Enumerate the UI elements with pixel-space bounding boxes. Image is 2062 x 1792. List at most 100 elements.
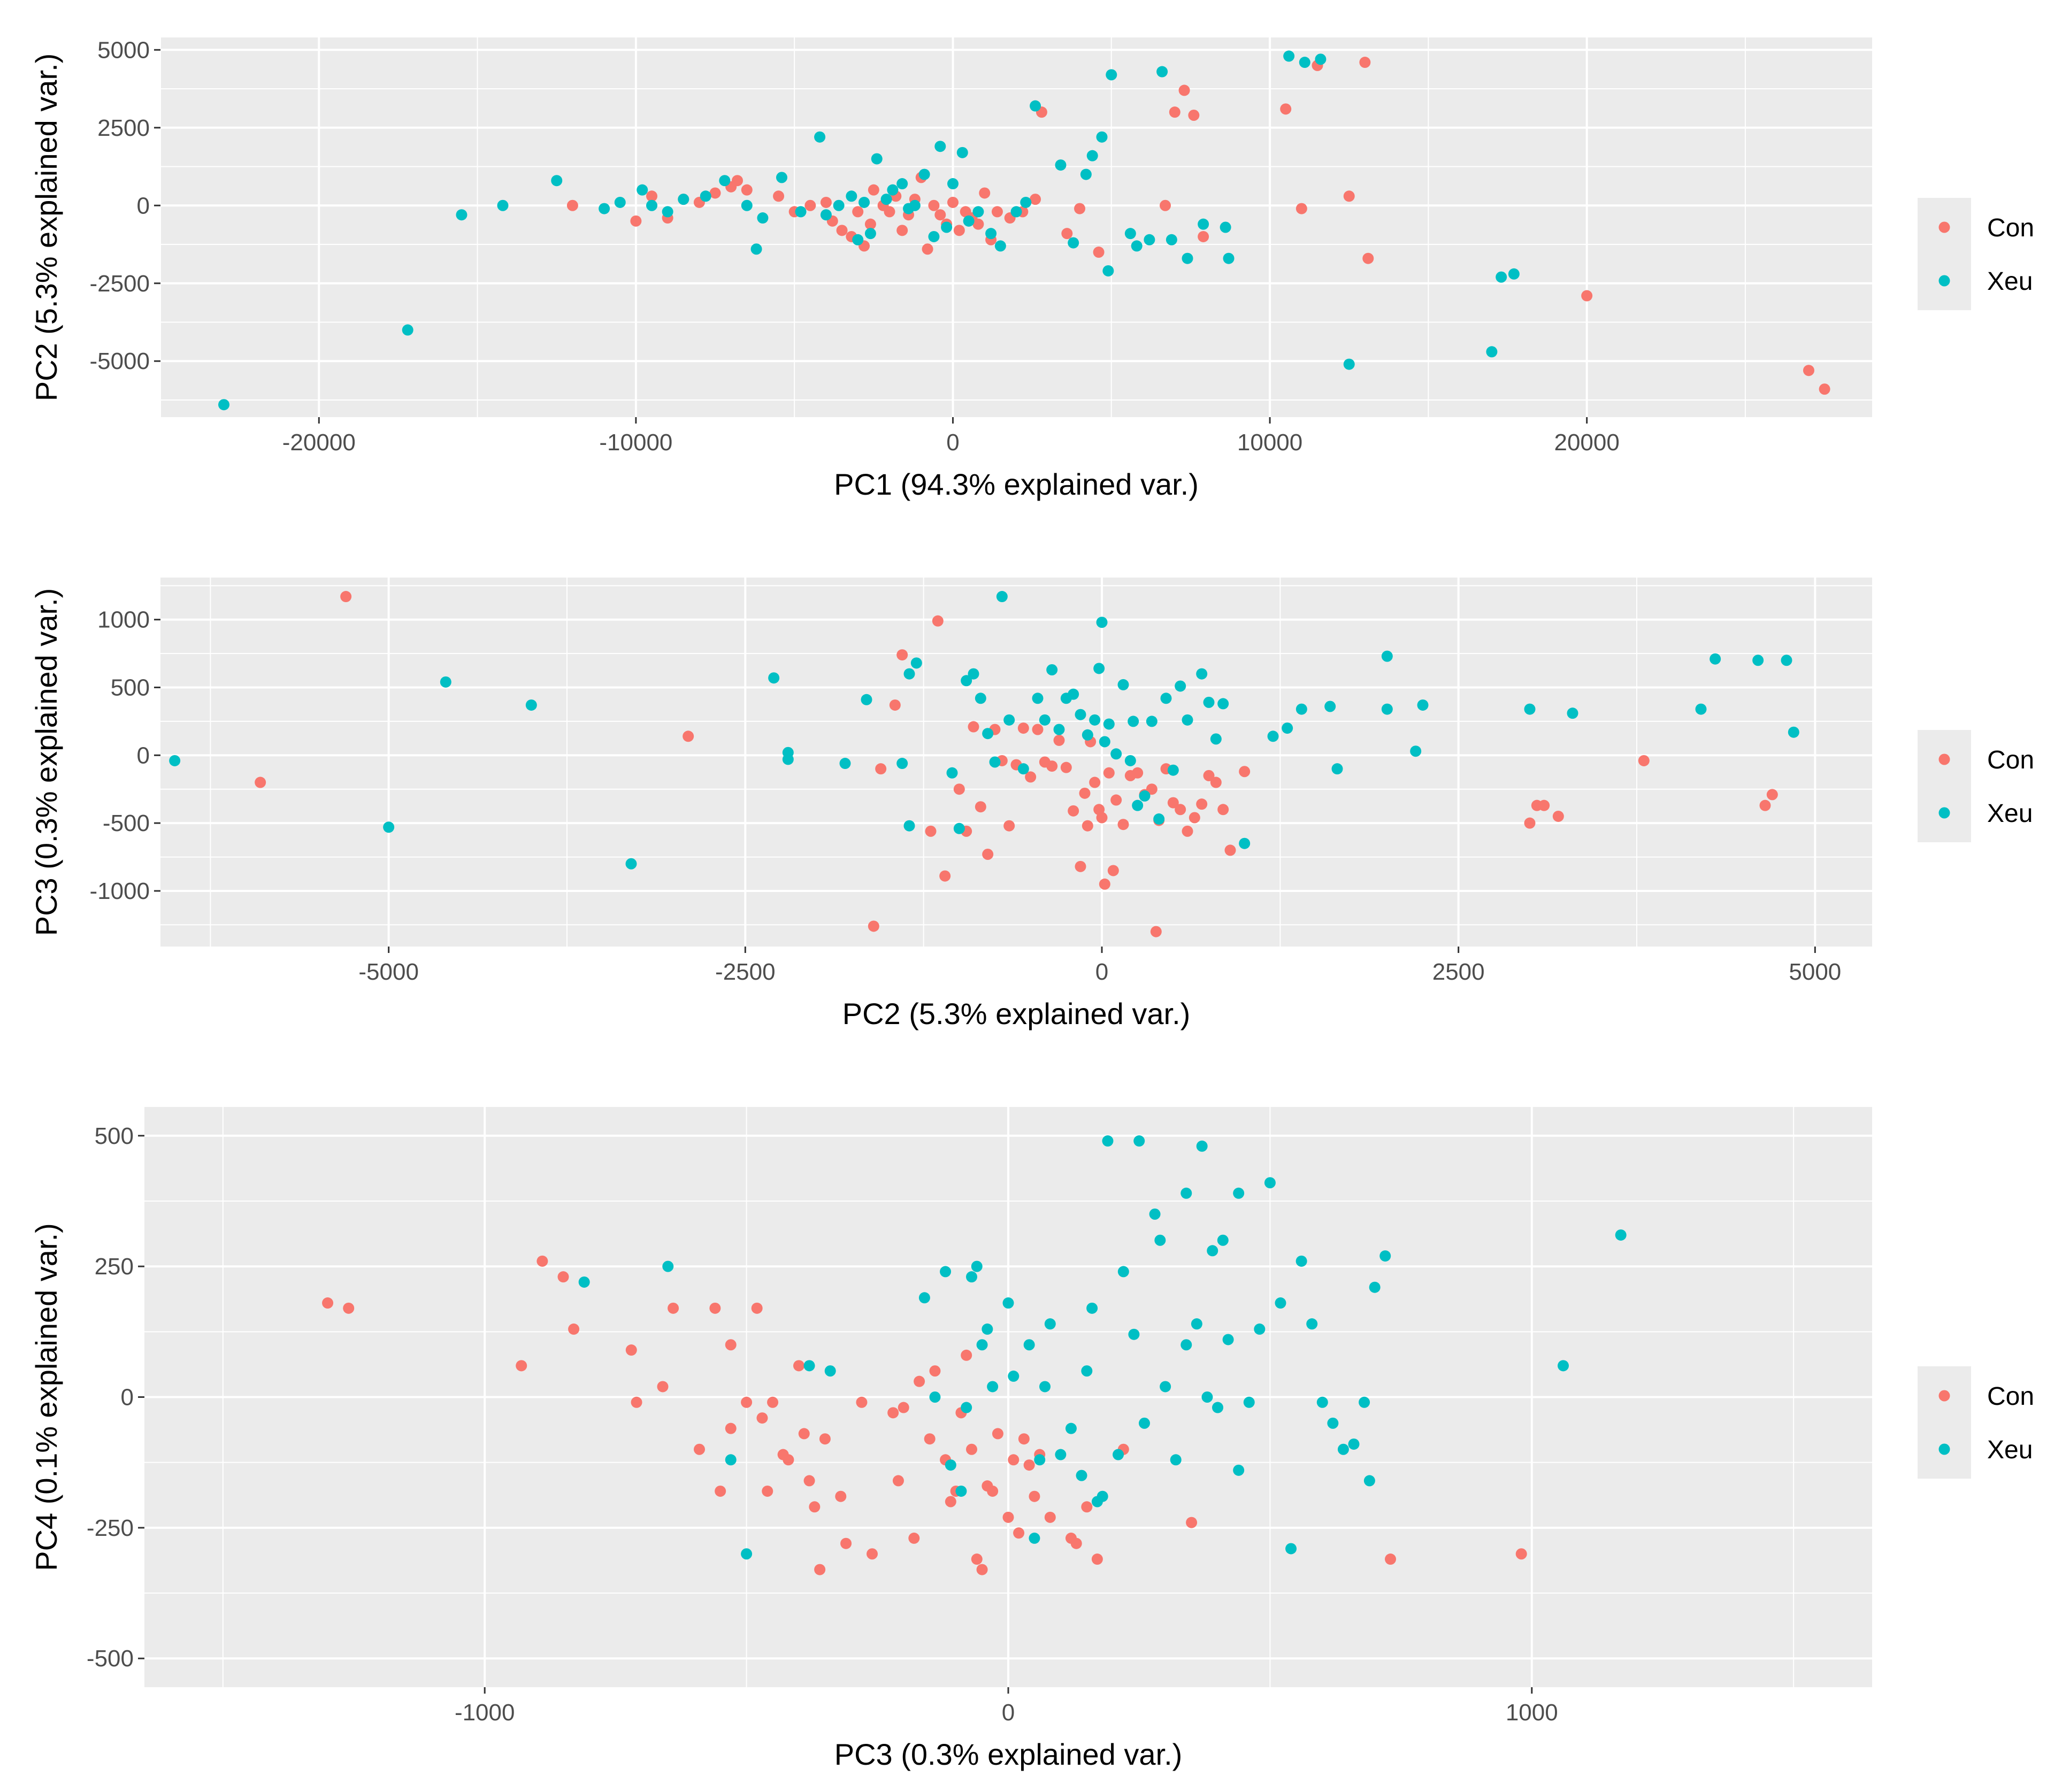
point-xeu bbox=[1752, 655, 1764, 666]
x-tick-label: 20000 bbox=[1554, 429, 1619, 456]
legend-key-con bbox=[1938, 221, 1950, 233]
point-xeu bbox=[1113, 1449, 1124, 1460]
point-xeu bbox=[1239, 837, 1251, 849]
point-con bbox=[924, 1433, 936, 1445]
point-con bbox=[1093, 247, 1105, 258]
point-xeu bbox=[880, 194, 892, 205]
point-xeu bbox=[976, 1339, 988, 1351]
point-xeu bbox=[719, 175, 731, 187]
point-xeu bbox=[750, 243, 762, 255]
point-xeu bbox=[1055, 159, 1067, 171]
point-xeu bbox=[1299, 57, 1310, 68]
point-xeu bbox=[1153, 813, 1165, 825]
point-con bbox=[1524, 817, 1536, 829]
point-xeu bbox=[497, 199, 509, 211]
point-con bbox=[1079, 787, 1091, 799]
point-con bbox=[1210, 776, 1222, 788]
point-xeu bbox=[994, 240, 1006, 252]
point-xeu bbox=[1170, 1454, 1182, 1466]
point-xeu bbox=[1080, 168, 1092, 180]
point-con bbox=[566, 199, 578, 211]
legend-key-background bbox=[1918, 1366, 1971, 1479]
point-xeu bbox=[1106, 69, 1117, 81]
point-con bbox=[1538, 799, 1550, 811]
y-axis-title: PC3 (0.3% explained var.) bbox=[29, 588, 63, 936]
y-tick-label: 500 bbox=[111, 674, 150, 701]
point-xeu bbox=[1486, 346, 1498, 358]
point-con bbox=[945, 1496, 956, 1508]
x-axis-title: PC1 (94.3% explained var.) bbox=[834, 467, 1199, 501]
x-tick-label: -5000 bbox=[358, 959, 419, 985]
point-con bbox=[1044, 1511, 1056, 1523]
point-con bbox=[1110, 794, 1122, 806]
point-xeu bbox=[1201, 1391, 1213, 1403]
point-con bbox=[1203, 770, 1215, 781]
point-con bbox=[1053, 734, 1065, 746]
x-tick-label: 10000 bbox=[1237, 429, 1302, 456]
point-con bbox=[732, 175, 743, 187]
legend-label-con: Con bbox=[1987, 214, 2034, 242]
point-xeu bbox=[741, 1548, 753, 1560]
point-xeu bbox=[1788, 726, 1799, 738]
point-con bbox=[630, 215, 642, 227]
point-xeu bbox=[1175, 680, 1186, 692]
point-xeu bbox=[1099, 736, 1110, 748]
point-xeu bbox=[1348, 1438, 1360, 1450]
point-xeu bbox=[402, 324, 413, 336]
point-xeu bbox=[1191, 1318, 1202, 1330]
point-con bbox=[991, 206, 1003, 218]
point-xeu bbox=[1029, 1532, 1040, 1544]
point-xeu bbox=[1381, 650, 1393, 662]
point-con bbox=[751, 1302, 763, 1314]
point-xeu bbox=[725, 1454, 737, 1466]
point-xeu bbox=[1267, 730, 1279, 742]
point-xeu bbox=[662, 206, 673, 218]
point-xeu bbox=[678, 194, 689, 205]
point-con bbox=[1385, 1553, 1397, 1565]
point-xeu bbox=[1220, 221, 1231, 233]
point-con bbox=[1160, 199, 1171, 211]
x-axis-title: PC2 (5.3% explained var.) bbox=[842, 997, 1191, 1030]
point-xeu bbox=[1324, 701, 1336, 712]
point-con bbox=[856, 1396, 868, 1408]
point-con bbox=[1003, 820, 1015, 832]
point-xeu bbox=[551, 175, 563, 187]
point-con bbox=[976, 1564, 988, 1575]
point-xeu bbox=[1131, 240, 1143, 252]
point-xeu bbox=[1068, 237, 1079, 249]
point-con bbox=[1008, 1454, 1019, 1466]
point-xeu bbox=[1417, 699, 1429, 711]
point-xeu bbox=[1379, 1250, 1391, 1262]
point-xeu bbox=[861, 694, 872, 705]
point-con bbox=[1132, 767, 1144, 779]
point-con bbox=[1099, 878, 1110, 890]
x-tick-label: 2500 bbox=[1432, 959, 1485, 985]
x-tick-label: -10000 bbox=[599, 429, 672, 456]
point-con bbox=[1198, 230, 1209, 242]
point-con bbox=[709, 187, 721, 199]
point-con bbox=[1175, 804, 1186, 816]
point-xeu bbox=[1055, 1449, 1067, 1460]
point-xeu bbox=[1034, 1454, 1046, 1466]
y-tick-label: -1000 bbox=[89, 878, 150, 904]
point-xeu bbox=[1254, 1323, 1266, 1335]
point-xeu bbox=[1124, 228, 1136, 240]
y-axis-title: PC2 (5.3% explained var.) bbox=[29, 53, 63, 402]
y-axis-title: PC4 (0.1% explained var.) bbox=[29, 1223, 63, 1571]
point-con bbox=[819, 1433, 831, 1445]
point-con bbox=[762, 1485, 773, 1497]
point-xeu bbox=[1075, 709, 1086, 720]
point-xeu bbox=[1496, 271, 1507, 283]
point-xeu bbox=[982, 728, 994, 740]
point-xeu bbox=[910, 657, 922, 669]
point-xeu bbox=[1275, 1297, 1286, 1309]
point-xeu bbox=[1283, 50, 1295, 62]
point-xeu bbox=[1103, 718, 1115, 730]
legend: Con Xeu bbox=[1918, 1366, 2034, 1479]
point-xeu bbox=[1102, 1135, 1114, 1147]
point-xeu bbox=[918, 1292, 930, 1304]
point-xeu bbox=[1567, 707, 1578, 719]
point-con bbox=[835, 1490, 847, 1502]
point-con bbox=[694, 1443, 706, 1455]
point-con bbox=[896, 225, 908, 236]
